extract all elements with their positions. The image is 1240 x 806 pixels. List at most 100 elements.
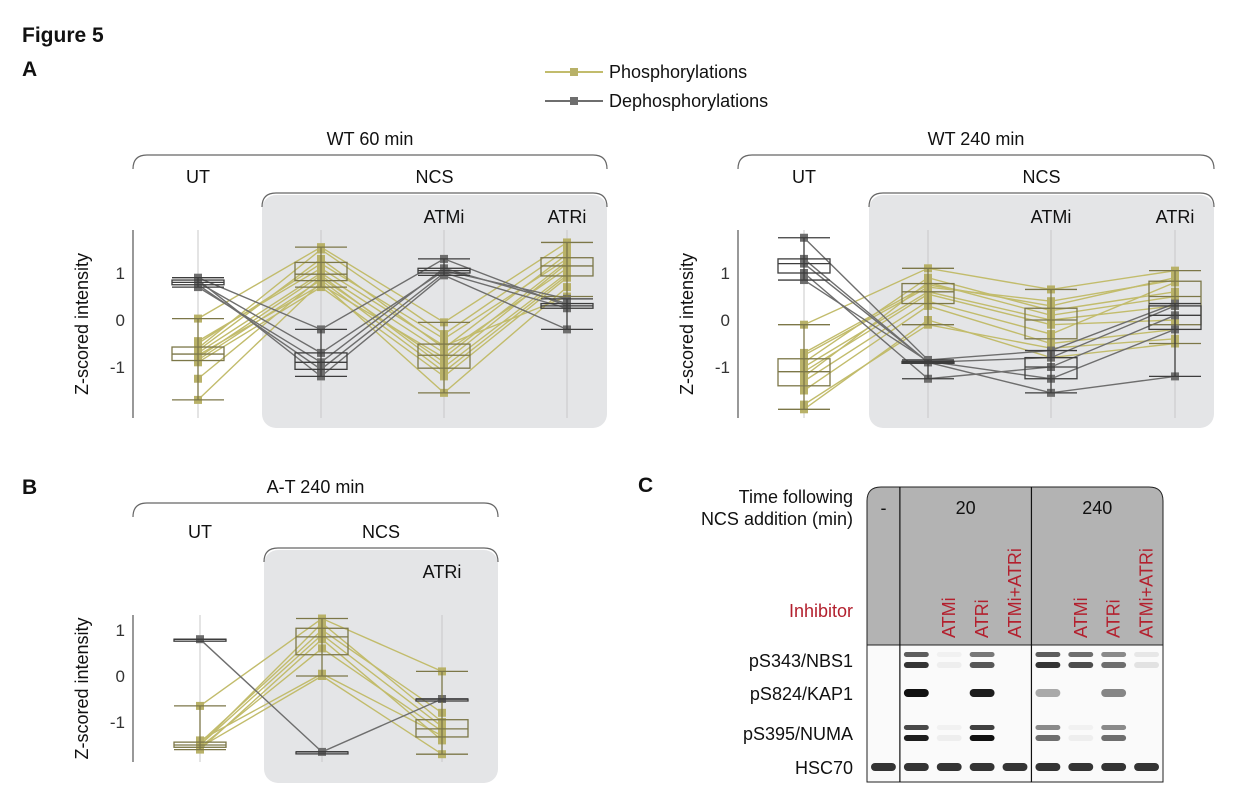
blot-row-label: pS395/NUMA [743, 724, 853, 744]
blot-band [936, 662, 962, 668]
blot-band [1134, 763, 1159, 771]
blot-header [866, 486, 1164, 646]
blot-band [1101, 662, 1127, 668]
y-tick-label: 0 [721, 311, 730, 330]
figure-title: Figure 5 [22, 24, 104, 47]
panel-label-b: B [22, 476, 37, 499]
blot-band [1068, 725, 1094, 730]
blot-band [903, 735, 929, 741]
blot-row-label: pS343/NBS1 [749, 651, 853, 671]
ncs-bracket [263, 547, 499, 563]
dephospho-line [803, 258, 1176, 394]
phospho-line [803, 305, 1176, 392]
phospho-line [197, 267, 568, 354]
title-bracket [132, 154, 608, 170]
legend-dephospho-label: Dephosphorylations [609, 91, 768, 111]
time-label: Time following [739, 487, 853, 507]
category-label: ATRi [1156, 207, 1195, 227]
group-label-ut: UT [186, 167, 210, 187]
blot-band [1134, 652, 1159, 657]
group-label-ncs: NCS [362, 522, 400, 542]
legend-phospho-marker [570, 68, 578, 76]
dephospho-line [803, 263, 1176, 364]
phospho-line [803, 281, 1176, 382]
phospho-box [295, 627, 349, 656]
ncs-bracket [868, 192, 1215, 208]
y-tick-label: 1 [116, 264, 125, 283]
inhibitor-lane-label: ATMi [939, 597, 959, 638]
blot-band [936, 725, 962, 730]
phospho-box [417, 343, 471, 369]
y-axis-label: Z-scored intensity [677, 253, 697, 395]
blot-band [1101, 689, 1127, 697]
title-bracket [737, 154, 1215, 170]
blot-row-label: HSC70 [795, 758, 853, 778]
blot-band [969, 725, 995, 730]
blot-band [1035, 662, 1061, 668]
blot-band [1068, 652, 1094, 657]
chart-0: WT 60 min UT NCS ATMi ATRi -1 0 1 Z-scored inten… [72, 129, 608, 428]
group-label-ut: UT [188, 522, 212, 542]
blot-band [936, 763, 962, 771]
dephospho-box [777, 258, 831, 274]
blot-band [903, 662, 929, 668]
y-tick-label: -1 [110, 713, 125, 732]
blot-band [1101, 763, 1127, 771]
title-bracket [132, 502, 499, 518]
y-tick-label: -1 [110, 358, 125, 377]
ncs-bracket [261, 192, 608, 208]
inhibitor-lane-label: ATMi+ATRi [1137, 548, 1157, 638]
blot-band [1002, 763, 1028, 771]
blot-band [936, 652, 962, 657]
blot-band [903, 652, 929, 657]
phospho-box [294, 261, 348, 282]
group-label-ut: UT [792, 167, 816, 187]
phospho-box [540, 257, 594, 277]
blot-band [969, 689, 995, 697]
category-label: ATMi [1031, 207, 1072, 227]
dephospho-line [803, 279, 1176, 380]
inhibitor-lane-label: ATRi [1104, 599, 1124, 638]
phospho-box [1024, 307, 1078, 340]
blot-band [1035, 725, 1061, 730]
inhibitor-label: Inhibitor [789, 601, 853, 621]
blot-band [936, 735, 962, 741]
y-tick-label: 0 [116, 667, 125, 686]
chart-title: WT 240 min [928, 129, 1025, 149]
blot-band [903, 689, 929, 697]
phospho-line [803, 323, 1176, 406]
blot-row-label: pS824/KAP1 [750, 684, 853, 704]
phospho-line [803, 277, 1176, 354]
blot-band [1134, 662, 1159, 668]
time-group-label: 240 [1082, 498, 1112, 518]
blot-band [969, 662, 995, 668]
blot-band [1035, 652, 1061, 657]
phospho-line [803, 267, 1176, 326]
blot-band [969, 735, 995, 741]
dephospho-line [197, 272, 568, 371]
y-axis-label: Z-scored intensity [72, 617, 92, 759]
blot-band [903, 725, 929, 730]
panel-label-a: A [22, 58, 37, 81]
time-label-2: NCS addition (min) [701, 509, 853, 529]
blot-band [1101, 735, 1127, 741]
blot-band [1101, 652, 1127, 657]
category-label: ATRi [548, 207, 587, 227]
blot-band [1035, 763, 1061, 771]
dephospho-box [1148, 305, 1202, 331]
y-tick-label: 0 [116, 311, 125, 330]
phospho-line [803, 293, 1176, 373]
y-axis-label: Z-scored intensity [72, 253, 92, 395]
blot-band [1068, 763, 1094, 771]
blot-band [969, 763, 995, 771]
inhibitor-lane-label: ATRi [972, 599, 992, 638]
legend: Phosphorylations Dephosphorylations [545, 62, 768, 111]
dephospho-line [197, 274, 568, 378]
phospho-line [197, 248, 568, 349]
dephospho-box [1024, 356, 1078, 380]
legend-phospho-label: Phosphorylations [609, 62, 747, 82]
dephospho-line [197, 269, 568, 354]
inhibitor-lane-label: ATMi [1071, 597, 1091, 638]
